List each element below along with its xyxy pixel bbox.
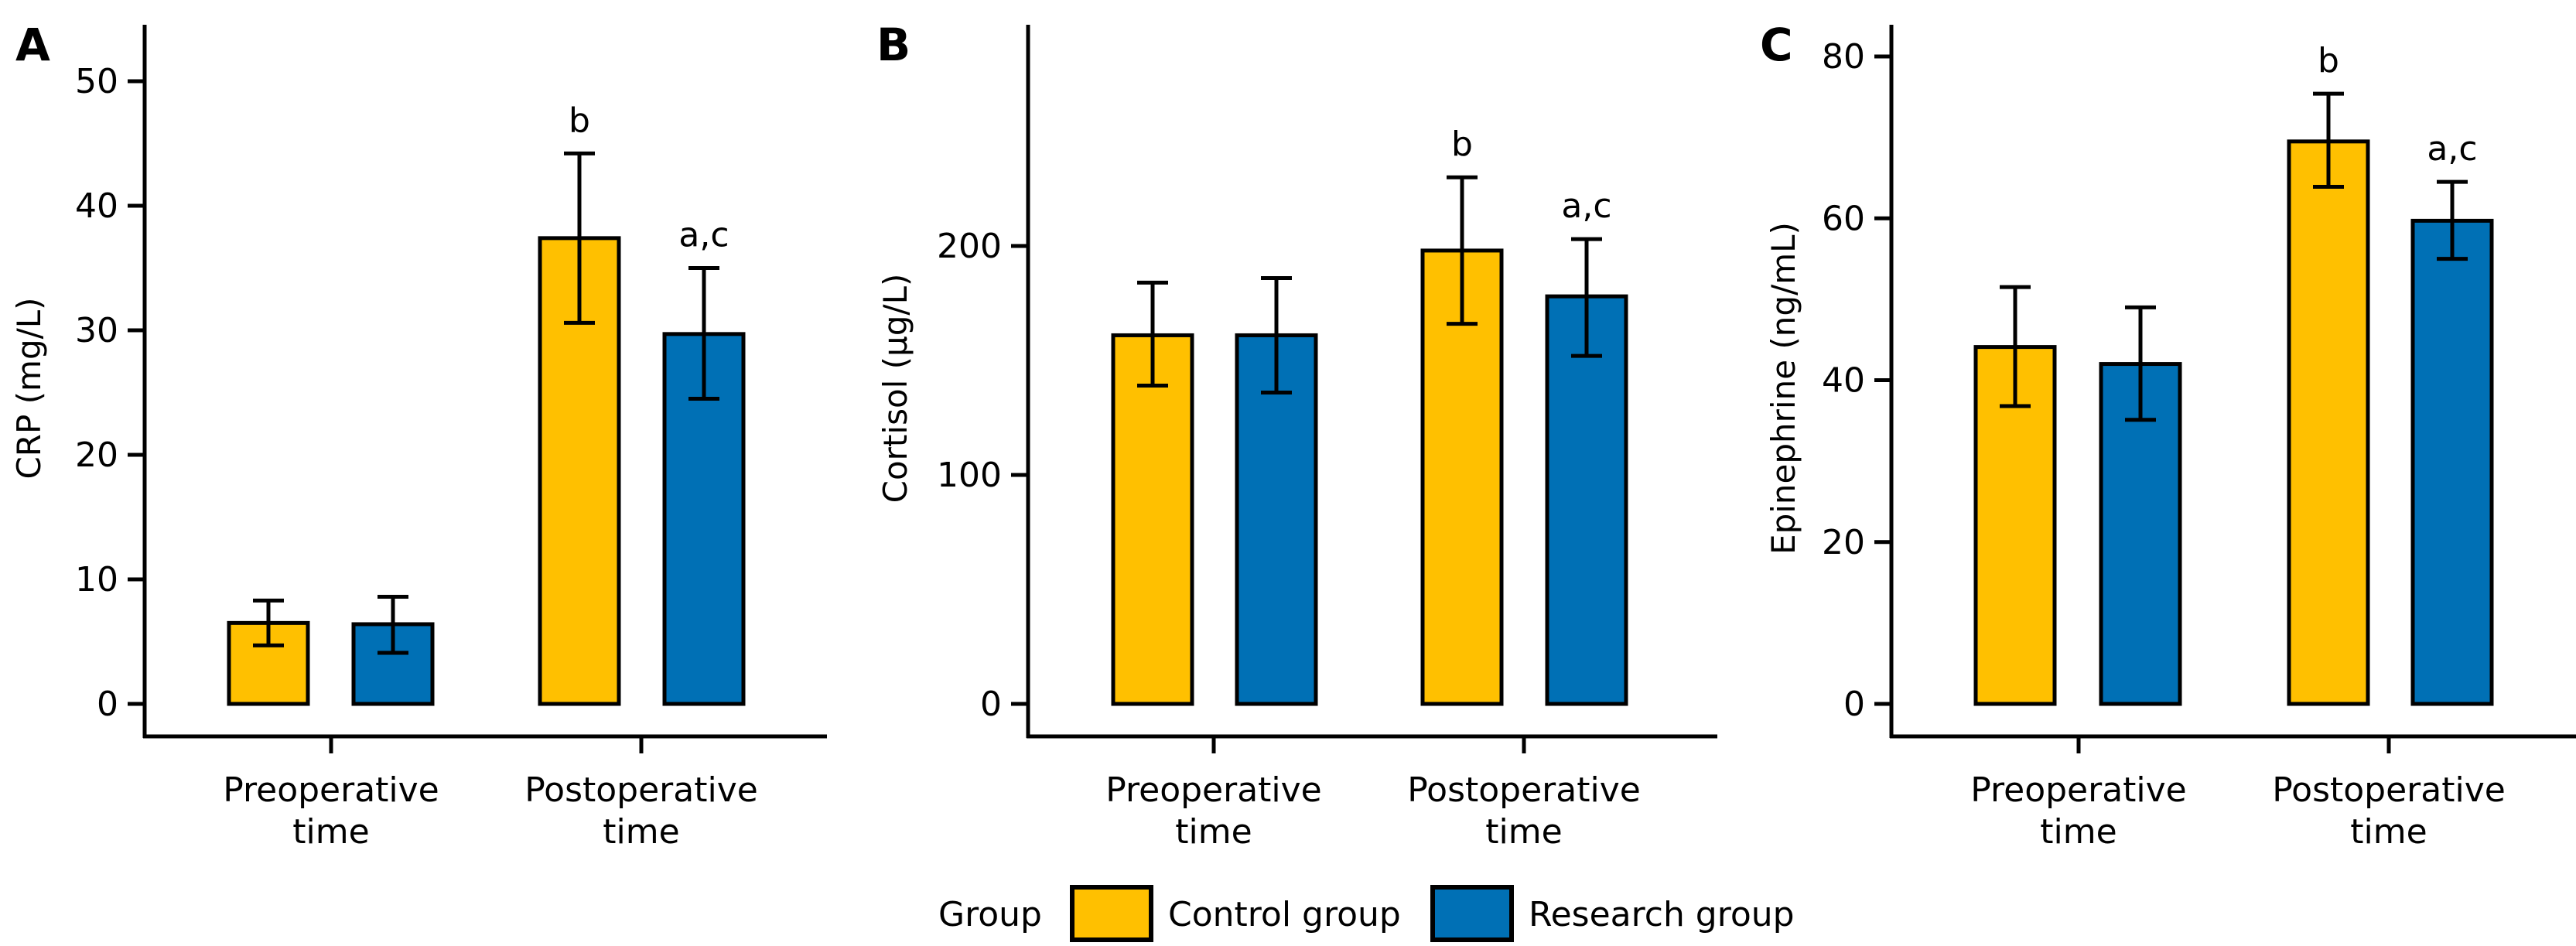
legend-title: Group [938,895,1042,934]
x-tick-label: Preoperative [1105,770,1322,810]
x-tick-label: time [2040,812,2116,852]
significance-label: a,c [678,216,729,255]
y-tick-label: 50 [75,62,118,101]
y-tick-label: 40 [1822,361,1865,401]
y-axis-title: CRP (mg/L) [10,297,48,479]
y-axis-title: Epinephrine (ng/mL) [1765,222,1802,555]
panel-letter: A [15,19,50,71]
legend-label-control: Control group [1168,895,1401,934]
bar [538,236,621,706]
x-tick-label: Preoperative [223,770,439,810]
y-tick-label: 60 [1822,199,1865,238]
y-tick-label: 30 [75,311,118,350]
x-tick-label: time [1485,812,1562,852]
significance-label: a,c [1561,186,1611,226]
y-axis-title: Cortisol (μg/L) [876,274,914,504]
y-tick-label: 40 [75,186,118,226]
legend: Group Control group Research group [938,885,1795,942]
y-tick-label: 0 [1843,685,1865,724]
x-tick-label: Postoperative [1407,770,1641,810]
bar [351,622,435,706]
bar [1420,248,1504,706]
x-tick-label: time [603,812,679,852]
x-tick-label: Preoperative [1970,770,2187,810]
x-tick-label: time [1175,812,1252,852]
bar [2410,218,2494,706]
legend-swatch-control [1070,885,1153,942]
significance-label: b [2318,41,2339,80]
bar [1235,333,1318,706]
significance-label: b [1451,125,1473,164]
y-tick-label: 20 [1822,523,1865,562]
panel-letter: C [1760,19,1793,71]
x-tick-label: time [292,812,369,852]
significance-label: b [569,101,590,140]
bar [1545,294,1628,706]
y-tick-label: 100 [937,456,1002,495]
y-tick-label: 80 [1822,37,1865,77]
significance-label: a,c [2427,129,2477,169]
y-tick-label: 10 [75,560,118,599]
y-tick-label: 0 [980,685,1002,724]
panel-letter: B [876,19,910,71]
x-tick-label: Postoperative [2272,770,2506,810]
y-tick-label: 20 [75,435,118,475]
bar [1111,333,1194,706]
y-tick-label: 0 [97,685,118,724]
x-tick-label: time [2350,812,2427,852]
legend-swatch-research [1430,885,1514,942]
bar [2287,139,2370,706]
panel-c: C 0 20 40 60 80 Epinephrine (ng/mL) Preoperativ… [1760,19,2576,852]
x-tick-label: Postoperative [524,770,758,810]
y-tick-label: 200 [937,227,1002,266]
legend-label-research: Research group [1529,895,1795,934]
